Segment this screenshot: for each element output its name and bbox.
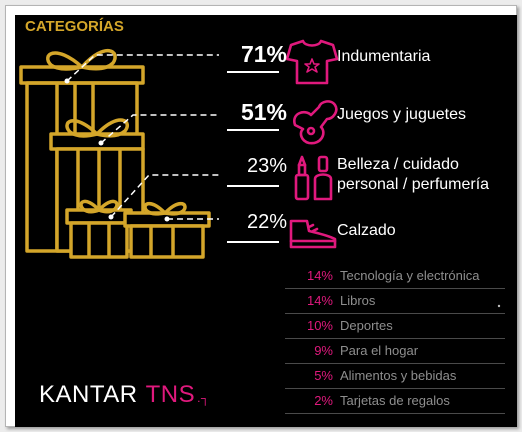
- minor-category: Tecnología y electrónica: [340, 268, 480, 283]
- top-category-2: Juegos y juguetes: [337, 106, 466, 123]
- gift-box-4: [123, 202, 211, 259]
- brand-mark: .┐: [197, 391, 210, 405]
- kantar-tns-logo: KANTAR TNS .┐: [39, 381, 210, 409]
- top-category-3: Belleza / cuidado personal / perfumería: [337, 155, 489, 195]
- minor-row-4: 9% Para el hogar: [285, 338, 505, 364]
- top-category-3-line-1: Belleza / cuidado: [337, 156, 459, 173]
- toy-icon: [293, 100, 338, 145]
- minor-category: Libros: [340, 293, 376, 308]
- connector-dots: [64, 78, 170, 222]
- minor-category: Deportes: [340, 318, 393, 333]
- top-category-3-line-2: personal / perfumería: [337, 176, 490, 193]
- top-value-3: 23%: [246, 155, 287, 177]
- minor-category: Alimentos y bebidas: [340, 368, 457, 383]
- underline-1: [227, 71, 279, 73]
- minor-value: 14%: [306, 293, 333, 308]
- minor-row-1: 14% Tecnología y electrónica: [285, 263, 505, 289]
- minor-value: 9%: [314, 343, 333, 358]
- connector-lines: [66, 54, 219, 220]
- minor-category: Tarjetas de regalos: [340, 393, 450, 408]
- minor-value: 10%: [306, 318, 333, 333]
- underline-2: [227, 129, 279, 131]
- minor-row-2: 14% Libros: [285, 288, 505, 314]
- top-category-4: Calzado: [337, 222, 396, 239]
- decor-dot: [497, 304, 501, 308]
- minor-row-3: 10% Deportes: [285, 313, 505, 339]
- minor-row-6: 2% Tarjetas de regalos: [285, 388, 505, 414]
- minor-value: 5%: [314, 368, 333, 383]
- infographic-panel: CATEGORÍAS: [15, 15, 517, 427]
- underline-4: [227, 241, 279, 243]
- top-value-4: 22%: [246, 211, 287, 233]
- gift-box-3: [65, 199, 133, 259]
- brand-sub: TNS: [145, 381, 196, 408]
- image-frame: CATEGORÍAS: [5, 5, 517, 427]
- top-value-1: 71%: [240, 41, 287, 67]
- minor-category: Para el hogar: [340, 343, 419, 358]
- chart-title: CATEGORÍAS: [25, 18, 124, 35]
- minor-value: 2%: [314, 393, 333, 408]
- minor-value: 14%: [306, 268, 333, 283]
- top-category-1: Indumentaria: [337, 48, 431, 65]
- gift-illustration: [19, 39, 501, 308]
- shoe-icon: [289, 219, 337, 249]
- brand-name: KANTAR: [39, 381, 138, 408]
- cosmetics-icon: [294, 155, 333, 201]
- tshirt-icon: [285, 39, 339, 85]
- top-value-2: 51%: [240, 99, 287, 125]
- minor-row-5: 5% Alimentos y bebidas: [285, 363, 505, 389]
- underline-3: [227, 185, 279, 187]
